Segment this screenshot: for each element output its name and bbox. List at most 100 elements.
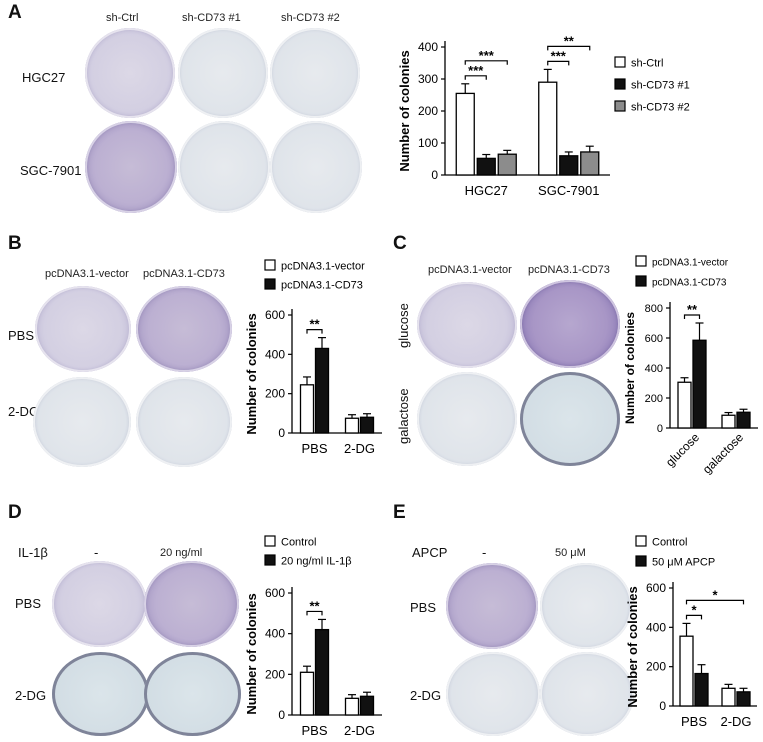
x-tick-label: 2-DG — [344, 723, 375, 738]
colony-dish-d-2dg-il1b — [144, 652, 241, 736]
significance-bracket — [306, 329, 323, 334]
legend-swatch — [635, 555, 647, 567]
y-tick-label: 400 — [265, 347, 285, 361]
significance-label: *** — [479, 48, 495, 63]
significance-label: ** — [687, 302, 698, 317]
significance-label: ** — [564, 33, 575, 48]
treatment-label-il1b: IL-1β — [18, 545, 48, 560]
bar — [476, 157, 496, 176]
significance-label: ** — [309, 317, 320, 332]
x-tick-label: 2-DG — [720, 714, 751, 729]
significance-label: * — [712, 587, 718, 602]
row-label-galactose: galactose — [396, 388, 411, 444]
y-tick-label: 600 — [645, 333, 663, 345]
legend-label: pcDNA3.1-vector — [652, 258, 729, 269]
colony-dish-a-hgc27-cd73-1 — [178, 28, 268, 118]
colony-dish-c-glucose-vector — [417, 282, 517, 368]
colony-dish-d-2dg-control — [52, 652, 149, 736]
colony-dish-b-pbs-vector — [35, 286, 131, 372]
legend-swatch — [264, 259, 276, 271]
y-tick-label: 200 — [646, 660, 666, 674]
colony-dish-a-hgc27-ctrl — [85, 28, 175, 118]
colony-dish-b-2dg-cd73 — [136, 377, 232, 467]
legend-swatch — [635, 275, 647, 287]
bar — [314, 628, 330, 716]
bar — [359, 695, 375, 716]
panel-letter-a: A — [8, 2, 22, 23]
column-label-50um: 50 μM — [555, 547, 586, 559]
column-label-cd73: pcDNA3.1-CD73 — [528, 264, 610, 276]
bar-chart-a: 0 100 200 300 400 Number of colonies HGC27 SGC-… — [397, 33, 690, 198]
y-tick-label: 0 — [431, 168, 438, 182]
colony-dish-a-hgc27-cd73-2 — [270, 28, 360, 118]
y-tick-label: 0 — [278, 708, 285, 722]
legend-swatch — [264, 554, 276, 566]
y-tick-label: 300 — [418, 72, 438, 86]
legend-swatch — [635, 535, 647, 547]
panel-letter-e: E — [393, 502, 406, 523]
significance-bracket — [547, 45, 591, 51]
row-label-pbs: PBS — [410, 600, 437, 615]
legend-swatch — [614, 78, 626, 90]
significance-bracket — [547, 60, 570, 66]
legend-label: Control — [281, 537, 316, 549]
colony-dish-a-sgc7901-cd73-1 — [178, 121, 270, 213]
y-tick-label: 200 — [265, 667, 285, 681]
colony-dish-d-pbs-control — [52, 561, 147, 647]
y-tick-label: 400 — [265, 627, 285, 641]
y-tick-label: 800 — [645, 303, 663, 315]
y-tick-label: 400 — [645, 363, 663, 375]
y-tick-label: 400 — [418, 40, 438, 54]
colony-dish-e-2dg-apcp — [540, 652, 634, 736]
bar — [359, 416, 375, 434]
bar — [721, 414, 736, 429]
significance-label: ** — [309, 598, 320, 613]
legend-label: 50 μM APCP — [652, 557, 715, 569]
bar — [559, 155, 579, 176]
significance-label: * — [691, 602, 697, 617]
bar — [679, 635, 694, 707]
bar — [694, 672, 709, 707]
y-axis-title: Number of colonies — [244, 313, 259, 434]
x-tick-label: PBS — [681, 714, 707, 729]
bar — [538, 81, 558, 176]
bar-chart-e: 0 200 400 600 Number of colonies PBS 2-DG * * Con… — [625, 535, 757, 729]
panel-letter-c: C — [393, 233, 407, 254]
row-label-2dg: 2-DG — [410, 688, 442, 703]
legend-label: sh-CD73 #1 — [631, 80, 690, 92]
legend-label: 20 ng/ml IL-1β — [281, 556, 352, 568]
x-tick-label: PBS — [301, 723, 327, 738]
legend-label: pcDNA3.1-CD73 — [652, 278, 727, 289]
x-tick-label: SGC-7901 — [538, 183, 599, 198]
bar — [736, 691, 751, 707]
y-tick-label: 0 — [657, 423, 663, 435]
bar — [580, 151, 600, 176]
bar — [692, 339, 707, 429]
significance-bracket — [685, 599, 745, 605]
column-label-sh-cd73-2: sh-CD73 #2 — [281, 12, 340, 24]
bar — [497, 153, 517, 176]
legend-swatch — [635, 255, 647, 267]
bar — [736, 411, 751, 429]
y-tick-label: 0 — [659, 699, 666, 713]
bar-chart-b: 0 200 400 600 Number of colonies PBS 2-DG ** pcD… — [244, 259, 382, 456]
legend-label: sh-CD73 #2 — [631, 102, 690, 114]
colony-dish-b-pbs-cd73 — [136, 286, 232, 372]
row-label-pbs: PBS — [15, 596, 42, 611]
significance-bracket — [685, 614, 703, 620]
y-tick-label: 600 — [265, 308, 285, 322]
significance-bracket — [306, 610, 323, 616]
x-tick-label: HGC27 — [465, 183, 508, 198]
bar — [344, 417, 360, 434]
y-tick-label: 400 — [646, 620, 666, 634]
significance-label: *** — [468, 63, 484, 78]
column-label-sh-ctrl: sh-Ctrl — [106, 12, 139, 24]
panel-letter-b: B — [8, 233, 22, 254]
column-label-sh-cd73-1: sh-CD73 #1 — [182, 12, 241, 24]
row-label-2dg: 2-DG — [8, 404, 40, 419]
bar — [721, 687, 736, 707]
colony-dish-d-pbs-il1b — [144, 561, 239, 647]
y-tick-label: 600 — [646, 581, 666, 595]
bar — [344, 697, 360, 716]
column-label-vector: pcDNA3.1-vector — [45, 268, 129, 280]
